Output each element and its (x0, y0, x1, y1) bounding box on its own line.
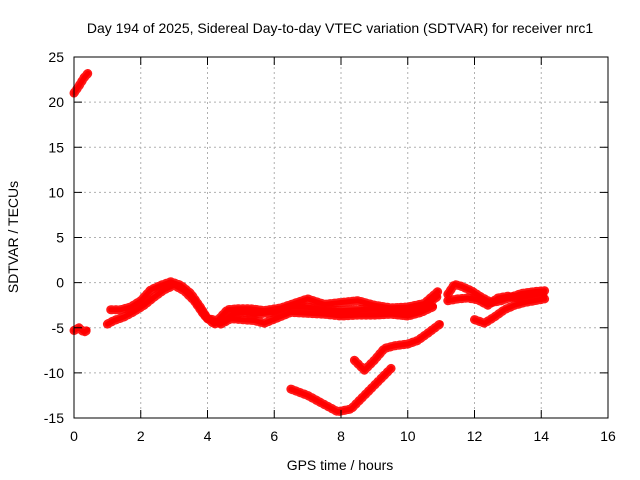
x-tick-label: 4 (204, 428, 212, 444)
y-tick-label: 0 (56, 275, 64, 291)
series-markers-seg-a (69, 68, 93, 98)
x-tick-label: 0 (70, 428, 78, 444)
x-tick-label: 14 (533, 428, 549, 444)
series-markers-seg-f (286, 363, 396, 417)
x-tick-label: 16 (600, 428, 616, 444)
x-axis-label: GPS time / hours (287, 457, 394, 473)
ticks: 0 2 4 6 8 10 12 14 16 -15 -10 -5 0 5 10 15 20 25 (44, 49, 616, 444)
y-tick-label: 20 (48, 94, 64, 110)
y-tick-label: -15 (44, 410, 64, 426)
y-tick-label: 5 (56, 230, 64, 246)
x-tick-label: 2 (137, 428, 145, 444)
series-markers-seg-j (470, 294, 550, 328)
series-markers-seg-b (69, 323, 93, 337)
x-tick-label: 8 (337, 428, 345, 444)
y-tick-label: 25 (48, 49, 64, 65)
y-tick-label: -10 (44, 365, 64, 381)
series-markers-seg-e (216, 301, 439, 329)
series-markers-seg-g (349, 318, 446, 375)
x-tick-label: 12 (467, 428, 483, 444)
x-tick-label: 6 (270, 428, 278, 444)
y-tick-label: 15 (48, 139, 64, 155)
series-layer (69, 68, 550, 417)
y-tick-label: 10 (48, 184, 64, 200)
y-tick-label: -5 (52, 320, 65, 336)
series-markers-seg-d (106, 277, 443, 325)
chart-title: Day 194 of 2025, Sidereal Day-to-day VTE… (87, 20, 593, 36)
y-axis-label: SDTVAR / TECUs (5, 181, 21, 293)
grid (74, 57, 608, 418)
series-markers-seg-i (443, 289, 550, 310)
x-tick-label: 10 (400, 428, 416, 444)
